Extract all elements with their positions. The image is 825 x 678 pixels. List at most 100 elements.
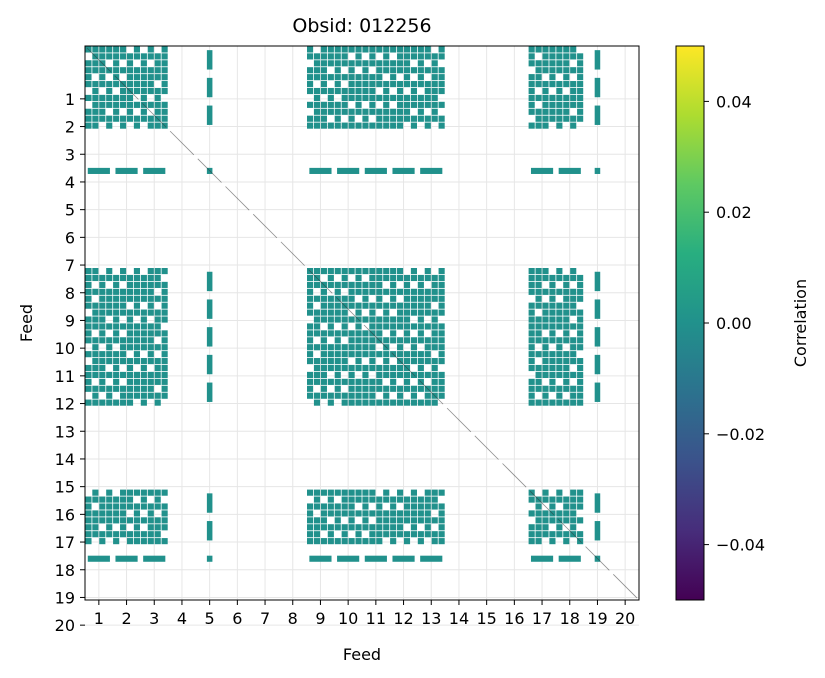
cell-subblock	[535, 378, 542, 385]
heatmap-cell-2-5	[206, 77, 213, 98]
cell-subblock	[397, 81, 404, 88]
cell-subblock	[570, 399, 577, 406]
cell-subblock	[348, 295, 355, 302]
cell-subblock	[161, 268, 168, 275]
cell-strip	[594, 50, 601, 70]
heatmap-cell-10-3	[140, 295, 168, 323]
cell-subblock	[85, 337, 92, 344]
cell-subblock	[424, 268, 431, 275]
cell-subblock	[549, 46, 556, 53]
cell-subblock	[313, 323, 321, 330]
cell-subblock	[424, 399, 431, 406]
cell-subblock	[133, 288, 140, 295]
cell-subblock	[570, 524, 577, 531]
cell-subblock	[313, 309, 321, 316]
cell-subblock	[362, 288, 369, 295]
cell-subblock	[355, 281, 362, 288]
cell-subblock	[355, 364, 362, 372]
cell-subblock	[334, 371, 341, 378]
cell-subblock	[341, 392, 348, 399]
y-tick-label: 18	[55, 561, 75, 580]
cell-subblock	[438, 538, 445, 545]
cell-subblock	[133, 330, 140, 337]
cell-subblock	[99, 108, 106, 115]
heatmap-cell-1-10	[334, 46, 362, 74]
cell-subblock	[85, 503, 92, 510]
diagonal-mark	[419, 380, 444, 405]
cell-subblock	[535, 517, 542, 524]
x-tick-label: 1	[94, 609, 104, 628]
cell-subblock	[334, 87, 341, 95]
cell-subblock	[542, 351, 549, 358]
cell-subblock	[563, 337, 570, 344]
cell-subblock	[348, 67, 355, 74]
cell-subblock	[369, 108, 376, 115]
cell-subblock	[577, 81, 584, 88]
cell-subblock	[383, 371, 390, 378]
cell-subblock	[327, 295, 334, 302]
cell-subblock	[126, 330, 134, 337]
cell-subblock	[154, 309, 161, 316]
cell-subblock	[126, 538, 134, 545]
cell-strip	[594, 493, 601, 513]
cell-subblock	[397, 115, 404, 122]
cell-subblock	[438, 510, 445, 517]
cell-subblock	[362, 510, 369, 517]
cell-subblock	[438, 288, 445, 295]
cell-subblock	[120, 392, 127, 399]
cell-subblock	[563, 323, 570, 330]
cell-subblock	[570, 53, 577, 60]
cell-subblock	[92, 351, 99, 358]
cell-subblock	[307, 53, 314, 60]
cell-subblock	[417, 302, 424, 309]
cell-subblock	[327, 302, 334, 309]
cell-subblock	[92, 371, 99, 378]
cell-subblock	[577, 274, 584, 282]
cell-strip	[143, 167, 166, 174]
x-tick-label: 8	[288, 609, 298, 628]
cell-subblock	[577, 281, 584, 288]
cell-subblock	[327, 524, 334, 531]
x-axis-label: Feed	[343, 645, 381, 664]
cell-subblock	[438, 295, 445, 302]
heatmap-cell-18-5	[206, 521, 213, 541]
cell-subblock	[320, 337, 327, 344]
cell-subblock	[341, 323, 348, 330]
cell-subblock	[313, 330, 321, 337]
cell-subblock	[313, 268, 321, 275]
cell-subblock	[431, 295, 438, 302]
cell-subblock	[570, 351, 577, 358]
cell-subblock	[85, 371, 92, 378]
cell-subblock	[348, 496, 355, 503]
cell-subblock	[99, 288, 106, 295]
cell-subblock	[133, 81, 140, 88]
cell-subblock	[369, 531, 376, 538]
cell-subblock	[113, 60, 120, 67]
cell-subblock	[120, 94, 127, 101]
heatmap-cell-18-11	[362, 517, 390, 545]
cell-subblock	[85, 281, 92, 288]
cell-subblock	[390, 46, 397, 53]
x-tick-label: 18	[560, 609, 580, 628]
cell-subblock	[133, 281, 140, 288]
heatmap-cell-5-11	[364, 167, 387, 174]
cell-subblock	[570, 87, 577, 95]
x-tick-label: 3	[149, 609, 159, 628]
heatmap-cell-1-12	[390, 46, 417, 74]
cell-subblock	[556, 489, 563, 496]
heatmap-cell-10-17	[528, 295, 556, 323]
cell-subblock	[99, 330, 106, 337]
cell-subblock	[376, 378, 383, 385]
cell-subblock	[390, 108, 397, 115]
cell-subblock	[397, 323, 404, 330]
heatmap-cell-9-1	[85, 268, 113, 295]
cell-subblock	[369, 524, 376, 531]
heatmap-cell-5-2	[115, 167, 138, 174]
cell-subblock	[563, 115, 570, 122]
cell-subblock	[147, 87, 154, 95]
cell-subblock	[320, 489, 327, 496]
cell-subblock	[528, 87, 535, 95]
cell-subblock	[403, 46, 411, 53]
cell-subblock	[99, 503, 106, 510]
cell-subblock	[563, 288, 570, 295]
